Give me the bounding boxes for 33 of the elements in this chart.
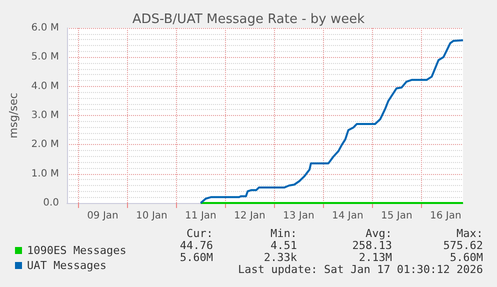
y-tick-label: 3.0 M [31, 110, 59, 121]
line-series [200, 39, 464, 204]
x-tick-label: 12 Jan [234, 210, 266, 222]
x-tick-label: 15 Jan [380, 210, 412, 222]
text: 258.13 [352, 239, 392, 252]
y-tick-label: 2.0 M [31, 139, 59, 150]
x-tick-label: 10 Jan [136, 210, 168, 222]
text: Min: [270, 227, 298, 240]
text: Cur: [186, 227, 214, 240]
y-tick-label: 5.0 M [31, 52, 59, 63]
text: 2.33k [264, 251, 298, 264]
y-tick-label: 6.0 M [31, 22, 59, 34]
text: Max: [456, 227, 484, 240]
text: 5.60M [180, 251, 214, 264]
legend-label: UAT Messages [27, 259, 106, 272]
x-tick-label: 09 Jan [87, 210, 118, 222]
x-tick-label: 16 Jan [430, 210, 462, 222]
text: 5.60M [450, 251, 484, 264]
y-tick-label: 0.0 [43, 198, 59, 208]
y-tick-label: 4.0 M [31, 80, 59, 92]
text: 44.76 [180, 239, 214, 252]
y-axis-title: msg/sec [7, 92, 20, 138]
text: 2.13M [358, 251, 392, 264]
x-tick-label: 11 Jan [185, 210, 216, 222]
x-tick-label: 14 Jan [332, 210, 364, 222]
text: 575.62 [443, 239, 484, 252]
x-tick-label: 13 Jan [283, 210, 314, 222]
chart-title: ADS-B/UAT Message Rate - by week [132, 12, 366, 27]
y-tick-label: 1.0 M [31, 168, 59, 180]
text: Avg: [366, 227, 392, 240]
text: 4.51 [270, 239, 298, 252]
text: Last update: Sat Jan 17 01:30:12 2026 [238, 263, 484, 276]
legend-label: 1090ES Messages [27, 244, 126, 257]
